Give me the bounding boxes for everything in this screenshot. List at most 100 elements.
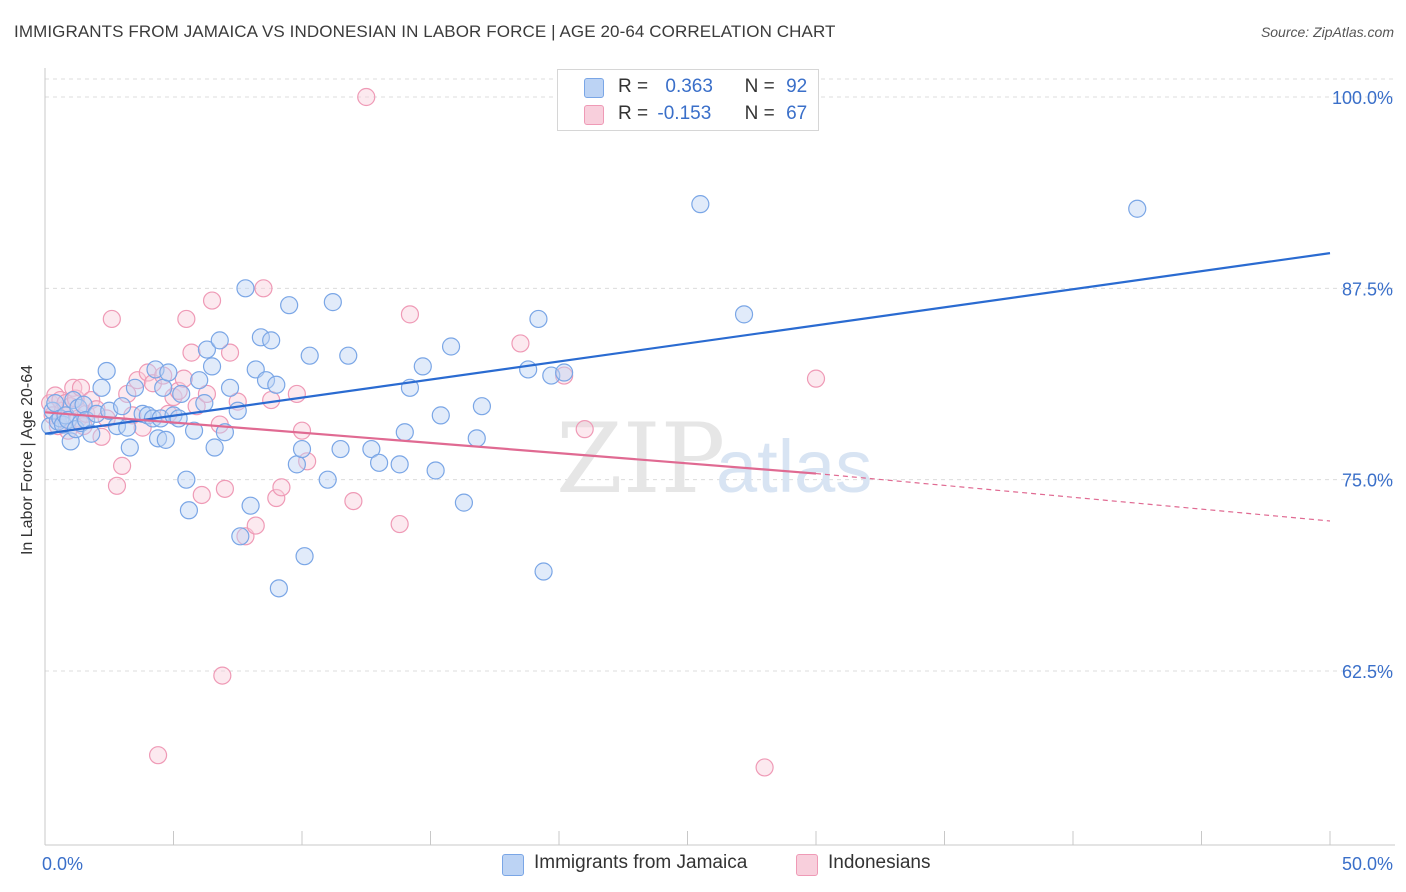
indonesians-point [102, 309, 121, 329]
jamaica-point [318, 470, 337, 489]
legend-r-label: R = [618, 76, 649, 97]
jamaica-point [362, 439, 381, 459]
bottom-legend-indonesians: Indonesians [796, 852, 931, 876]
jamaica-point [154, 378, 173, 397]
jamaica-point [159, 363, 178, 382]
jamaica-point [195, 394, 214, 413]
indonesians-point [107, 476, 127, 495]
indonesians-point [272, 478, 291, 497]
jamaica-point [413, 357, 432, 376]
bottom-legend-swatch-jamaica [502, 854, 524, 876]
legend-n-value-jamaica: 92 [786, 76, 808, 97]
jamaica-point [241, 496, 260, 515]
jamaica-point [331, 439, 350, 459]
trend-lines [44, 252, 1331, 522]
indonesians-point [177, 309, 196, 329]
jamaica-point [92, 378, 111, 397]
jamaica-point [390, 455, 409, 474]
legend-r-value-jamaica: 0.363 [665, 76, 713, 97]
indonesians-point [806, 369, 826, 388]
jamaica-point [256, 371, 276, 390]
jamaica-point [734, 305, 754, 324]
indonesians-point [267, 488, 286, 508]
jamaica-point [292, 439, 312, 459]
watermark-atlas: atlas [716, 425, 872, 508]
y-tick-label: 75.0% [1342, 471, 1393, 491]
y-tick-label: 100.0% [1332, 88, 1393, 108]
jamaica-trend-line [44, 252, 1331, 435]
jamaica-point [148, 429, 168, 448]
jamaica-point [251, 328, 270, 347]
x-tick-label: 0.0% [42, 854, 83, 874]
jamaica-point [691, 195, 710, 214]
indonesians-point [575, 420, 594, 439]
gridlines [45, 78, 1395, 672]
jamaica-point [125, 378, 145, 397]
jamaica-point [287, 455, 306, 474]
indonesians-trend-extension [815, 472, 1331, 522]
indonesians-point [357, 87, 376, 107]
jamaica-point [172, 384, 191, 404]
indonesians-point [92, 427, 111, 446]
indonesians-point [220, 343, 240, 362]
jamaica-point [467, 429, 486, 448]
legend-n-label: N = [744, 103, 775, 124]
jamaica-point [519, 360, 538, 379]
jamaica-point [472, 397, 491, 416]
jamaica-point [74, 395, 93, 414]
jamaica-point [300, 346, 319, 365]
legend-r-label: R = [618, 103, 649, 124]
indonesians-point [202, 291, 222, 310]
jamaica-point [190, 371, 209, 390]
jamaica-point [1128, 199, 1147, 218]
legend-row-indonesians: R = -0.153 N = 67 [584, 103, 808, 125]
jamaica-point [529, 309, 548, 329]
indonesians-point [143, 374, 163, 393]
watermark: ZIP atlas [556, 403, 872, 515]
jamaica-point [267, 375, 286, 394]
jamaica-point [205, 438, 224, 457]
jamaica-point [97, 361, 116, 381]
bottom-legend-label-indonesians: Indonesians [828, 852, 931, 873]
indonesians-point [390, 514, 409, 534]
legend-swatch-indonesians [584, 105, 604, 125]
jamaica-point [280, 296, 299, 315]
jamaica-point [184, 421, 204, 440]
legend-row-jamaica: R = 0.363 N = 92 [584, 76, 808, 98]
indonesians-point [213, 666, 232, 685]
bottom-legend-label-jamaica: Immigrants from Jamaica [534, 852, 748, 873]
jamaica-point [112, 397, 132, 416]
legend-r-value-indonesians: -0.153 [657, 103, 712, 124]
bottom-legend-jamaica: Immigrants from Jamaica [502, 852, 748, 876]
jamaica-point [220, 378, 240, 397]
jamaica-point [339, 346, 358, 365]
source-label: Source: ZipAtlas.com [1260, 24, 1394, 40]
tick-labels: 62.5% 75.0% 87.5% 100.0% 0.0% 50.0% [42, 88, 1393, 874]
indonesians-point [174, 369, 193, 388]
y-tick-label: 87.5% [1342, 279, 1393, 299]
jamaica-point [177, 470, 196, 489]
jamaica-point [431, 406, 450, 425]
indonesians-points [41, 87, 826, 777]
jamaica-point [262, 331, 281, 350]
indonesians-point [215, 479, 234, 498]
jamaica-point [202, 357, 222, 376]
indonesians-point [511, 334, 530, 353]
jamaica-point [179, 501, 199, 520]
jamaica-point [156, 430, 175, 449]
jamaica-point [395, 423, 414, 442]
indonesians-point [192, 485, 211, 505]
jamaica-point [82, 424, 101, 443]
jamaica-point [555, 363, 574, 382]
jamaica-point [454, 493, 474, 512]
jamaica-points [41, 89, 1147, 598]
axes [44, 68, 1395, 846]
indonesians-trend-line [44, 411, 817, 475]
indonesians-point [400, 305, 420, 324]
legend-n-value-indonesians: 67 [786, 103, 808, 124]
jamaica-point [441, 337, 461, 356]
indonesians-point [292, 421, 312, 440]
indonesians-point [112, 456, 132, 475]
legend-swatch-jamaica [584, 78, 604, 98]
